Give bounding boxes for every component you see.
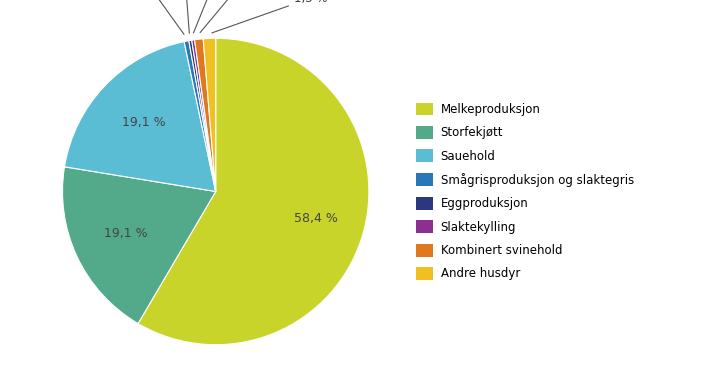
Wedge shape: [192, 40, 216, 192]
Wedge shape: [63, 167, 216, 324]
Wedge shape: [195, 39, 216, 192]
Text: 19,1 %: 19,1 %: [122, 116, 165, 129]
Text: 58,4 %: 58,4 %: [294, 212, 338, 225]
Text: 0,5 %: 0,5 %: [119, 0, 184, 34]
Wedge shape: [65, 42, 216, 192]
Wedge shape: [184, 41, 216, 192]
Text: 0,3 %: 0,3 %: [193, 0, 244, 33]
Wedge shape: [189, 40, 216, 192]
Text: 1,3 %: 1,3 %: [212, 0, 327, 33]
Text: 19,1 %: 19,1 %: [104, 227, 147, 240]
Wedge shape: [138, 38, 369, 345]
Legend: Melkeproduksjon, Storfekjøtt, Sauehold, Smågrisproduksjon og slaktegris, Eggprod: Melkeproduksjon, Storfekjøtt, Sauehold, …: [416, 103, 633, 280]
Text: 0,9 %: 0,9 %: [200, 0, 266, 33]
Wedge shape: [203, 38, 216, 192]
Text: 0,3 %: 0,3 %: [165, 0, 198, 33]
